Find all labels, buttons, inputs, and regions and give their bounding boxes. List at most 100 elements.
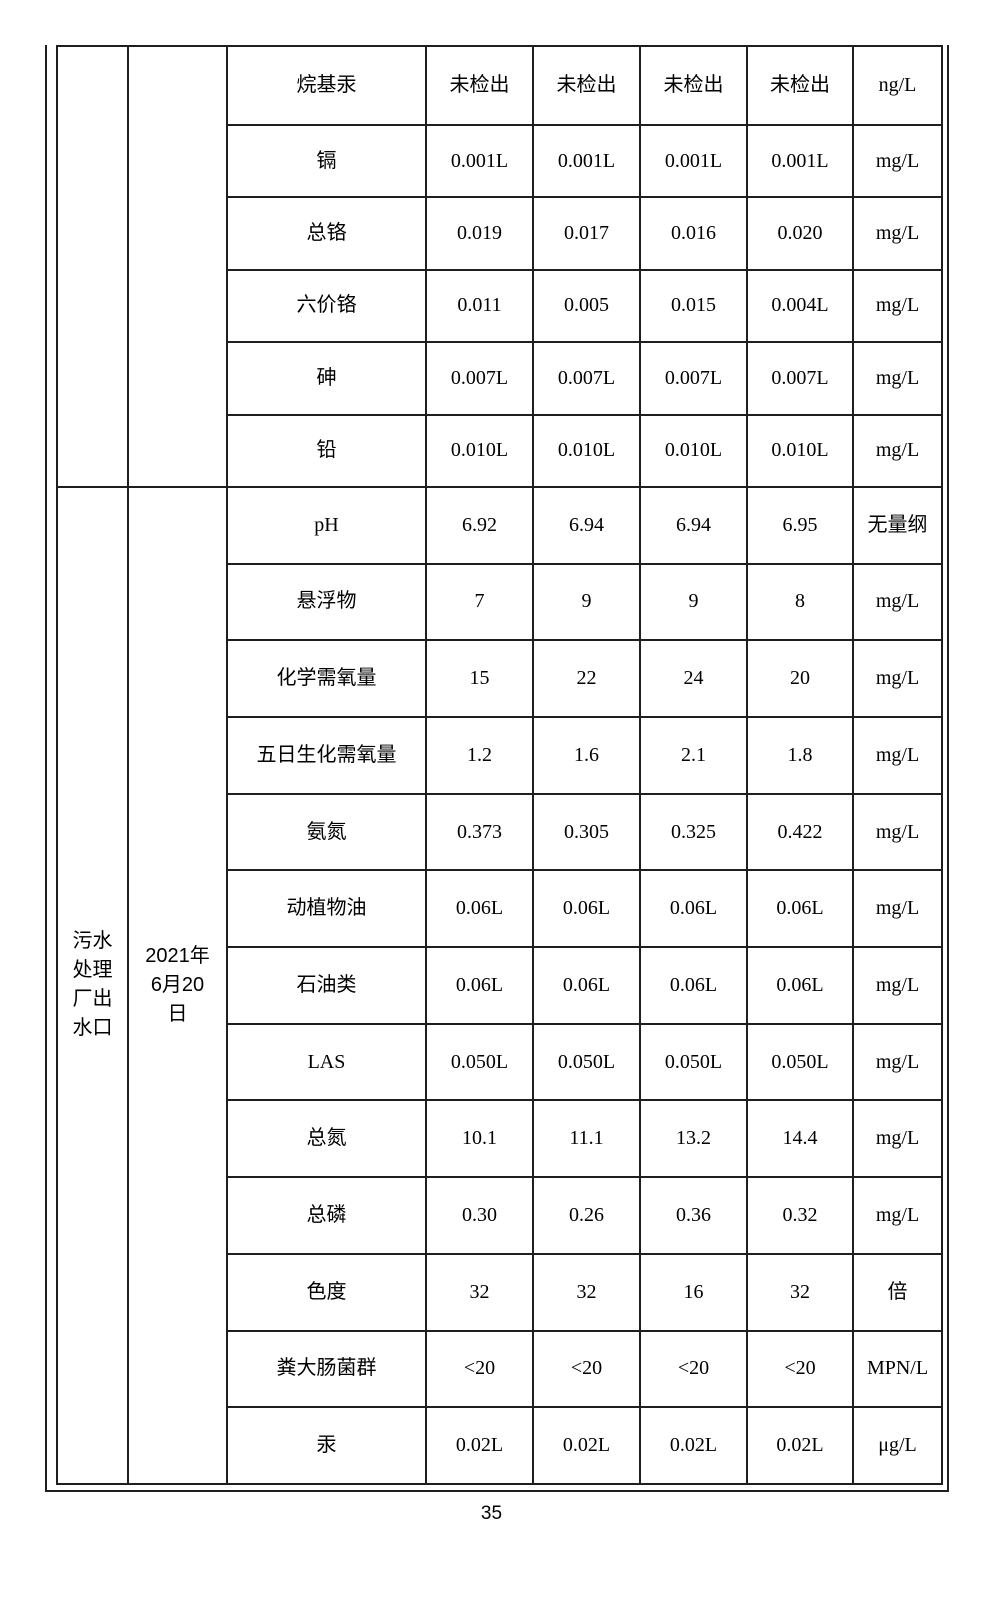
sample-value-cell-3: 13.2 — [639, 1099, 748, 1179]
table-row: 动植物油 0.06L 0.06L 0.06L 0.06L mg/L — [57, 869, 943, 949]
sample-value-cell-3: 9 — [639, 562, 748, 642]
sample-value-cell-4: 8 — [746, 562, 854, 642]
sample-value-cell-2: 22 — [532, 639, 641, 719]
sample-value-cell-3: 0.001L — [639, 123, 748, 199]
sample-value-cell-2: <20 — [532, 1329, 641, 1409]
sample-value-cell-1: 0.373 — [425, 792, 534, 872]
sample-value-cell-1: 0.050L — [425, 1022, 534, 1102]
sample-value-cell-3: 0.36 — [639, 1176, 748, 1255]
sample-value-cell-1: 0.010L — [425, 413, 534, 488]
table-row: 石油类 0.06L 0.06L 0.06L 0.06L mg/L — [57, 946, 943, 1025]
sample-value-cell-4: 0.06L — [746, 869, 854, 949]
sample-value-cell-1: 0.001L — [425, 123, 534, 199]
parameter-name-cell: 总磷 — [226, 1176, 427, 1255]
parameter-name-cell: 色度 — [226, 1252, 427, 1332]
parameter-name-cell: 六价铬 — [226, 268, 427, 344]
sample-value-cell-2: 0.010L — [532, 413, 641, 488]
sample-value-cell-3: <20 — [639, 1329, 748, 1409]
sample-value-cell-3: 0.015 — [639, 268, 748, 344]
page-number: 35 — [480, 1503, 503, 1524]
parameter-name-cell: 化学需氧量 — [226, 639, 427, 719]
unit-cell: mg/L — [852, 1022, 943, 1102]
sample-value-cell-2: 0.305 — [532, 792, 641, 872]
parameter-name-cell: 氨氮 — [226, 792, 427, 872]
unit-cell: mg/L — [852, 196, 943, 271]
sample-value-cell-3: 16 — [639, 1252, 748, 1332]
sample-value-cell-4: 0.050L — [746, 1022, 854, 1102]
unit-cell: 无量纲 — [852, 485, 943, 565]
table-row: 悬浮物 7 9 9 8 mg/L — [57, 562, 943, 642]
parameter-name-cell: 石油类 — [226, 946, 427, 1025]
unit-cell: mg/L — [852, 341, 943, 416]
unit-cell: mg/L — [852, 946, 943, 1025]
sample-value-cell-2: 0.06L — [532, 946, 641, 1025]
sampling-date-cell: 2021年 6月20 日 — [127, 485, 228, 1485]
sample-value-cell-1: 0.30 — [425, 1176, 534, 1255]
sample-value-cell-4: 14.4 — [746, 1099, 854, 1179]
unit-cell: mg/L — [852, 792, 943, 872]
sample-value-cell-2: 1.6 — [532, 716, 641, 795]
parameter-name-cell: 烷基汞 — [226, 45, 427, 126]
unit-cell: mg/L — [852, 562, 943, 642]
sample-value-cell-4: <20 — [746, 1329, 854, 1409]
sample-value-cell-3: 0.016 — [639, 196, 748, 271]
parameter-name-cell: 铅 — [226, 413, 427, 488]
table-row: 五日生化需氧量 1.2 1.6 2.1 1.8 mg/L — [57, 716, 943, 795]
parameter-name-cell: pH — [226, 485, 427, 565]
sample-value-cell-4: 0.06L — [746, 946, 854, 1025]
parameter-name-cell: 粪大肠菌群 — [226, 1329, 427, 1409]
sampling-date-cell — [127, 45, 228, 488]
sample-value-cell-2: 0.005 — [532, 268, 641, 344]
table-body: 烷基汞 未检出 未检出 未检出 未检出 ng/L 镉 0.001L 0.001L… — [56, 45, 943, 1485]
sample-value-cell-1: 未检出 — [425, 45, 534, 126]
sample-value-cell-1: 32 — [425, 1252, 534, 1332]
sample-value-cell-3: 24 — [639, 639, 748, 719]
sample-value-cell-2: 0.001L — [532, 123, 641, 199]
parameter-name-cell: 动植物油 — [226, 869, 427, 949]
unit-cell: μg/L — [852, 1406, 943, 1485]
table-row: 六价铬 0.011 0.005 0.015 0.004L mg/L — [57, 268, 943, 344]
sampling-point-cell: 污水 处理 厂出 水口 — [56, 485, 129, 1485]
table-row: 总磷 0.30 0.26 0.36 0.32 mg/L — [57, 1176, 943, 1255]
sample-value-cell-4: 0.02L — [746, 1406, 854, 1485]
sample-value-cell-2: 6.94 — [532, 485, 641, 565]
sample-value-cell-3: 0.325 — [639, 792, 748, 872]
sample-value-cell-4: 0.010L — [746, 413, 854, 488]
sample-value-cell-1: 6.92 — [425, 485, 534, 565]
sample-value-cell-4: 0.32 — [746, 1176, 854, 1255]
sample-value-cell-2: 11.1 — [532, 1099, 641, 1179]
table-row: 污水 处理 厂出 水口 2021年 6月20 日 pH 6.92 6.94 6.94… — [56, 485, 943, 1485]
sample-value-cell-2: 32 — [532, 1252, 641, 1332]
sample-value-cell-4: 0.004L — [746, 268, 854, 344]
sample-value-cell-1: 0.011 — [425, 268, 534, 344]
sample-value-cell-1: 0.02L — [425, 1406, 534, 1485]
sample-value-cell-1: 1.2 — [425, 716, 534, 795]
sample-value-cell-1: 7 — [425, 562, 534, 642]
sample-value-cell-2: 0.02L — [532, 1406, 641, 1485]
table-row: 烷基汞 未检出 未检出 未检出 未检出 ng/L — [56, 45, 943, 488]
sample-value-cell-3: 0.007L — [639, 341, 748, 416]
sample-value-cell-4: 0.422 — [746, 792, 854, 872]
sample-value-cell-1: 15 — [425, 639, 534, 719]
unit-cell: mg/L — [852, 413, 943, 488]
table-row: 粪大肠菌群 <20 <20 <20 <20 MPN/L — [57, 1329, 943, 1409]
sample-value-cell-2: 0.007L — [532, 341, 641, 416]
sample-value-cell-4: 32 — [746, 1252, 854, 1332]
sample-value-cell-2: 0.26 — [532, 1176, 641, 1255]
parameter-name-cell: 砷 — [226, 341, 427, 416]
monitoring-data-table: 烷基汞 未检出 未检出 未检出 未检出 ng/L 镉 0.001L 0.001L… — [56, 45, 943, 1485]
sample-value-cell-4: 未检出 — [746, 45, 854, 126]
table-row: 总氮 10.1 11.1 13.2 14.4 mg/L — [57, 1099, 943, 1179]
table-row: 铅 0.010L 0.010L 0.010L 0.010L mg/L — [57, 413, 943, 488]
table-row: 色度 32 32 16 32 倍 — [57, 1252, 943, 1332]
sample-value-cell-1: 0.007L — [425, 341, 534, 416]
sample-value-cell-3: 6.94 — [639, 485, 748, 565]
parameter-name-cell: 镉 — [226, 123, 427, 199]
parameter-name-cell: 汞 — [226, 1406, 427, 1485]
unit-cell: mg/L — [852, 1099, 943, 1179]
parameter-name-cell: 悬浮物 — [226, 562, 427, 642]
sampling-point-cell — [56, 45, 129, 488]
unit-cell: 倍 — [852, 1252, 943, 1332]
parameter-name-cell: 总氮 — [226, 1099, 427, 1179]
